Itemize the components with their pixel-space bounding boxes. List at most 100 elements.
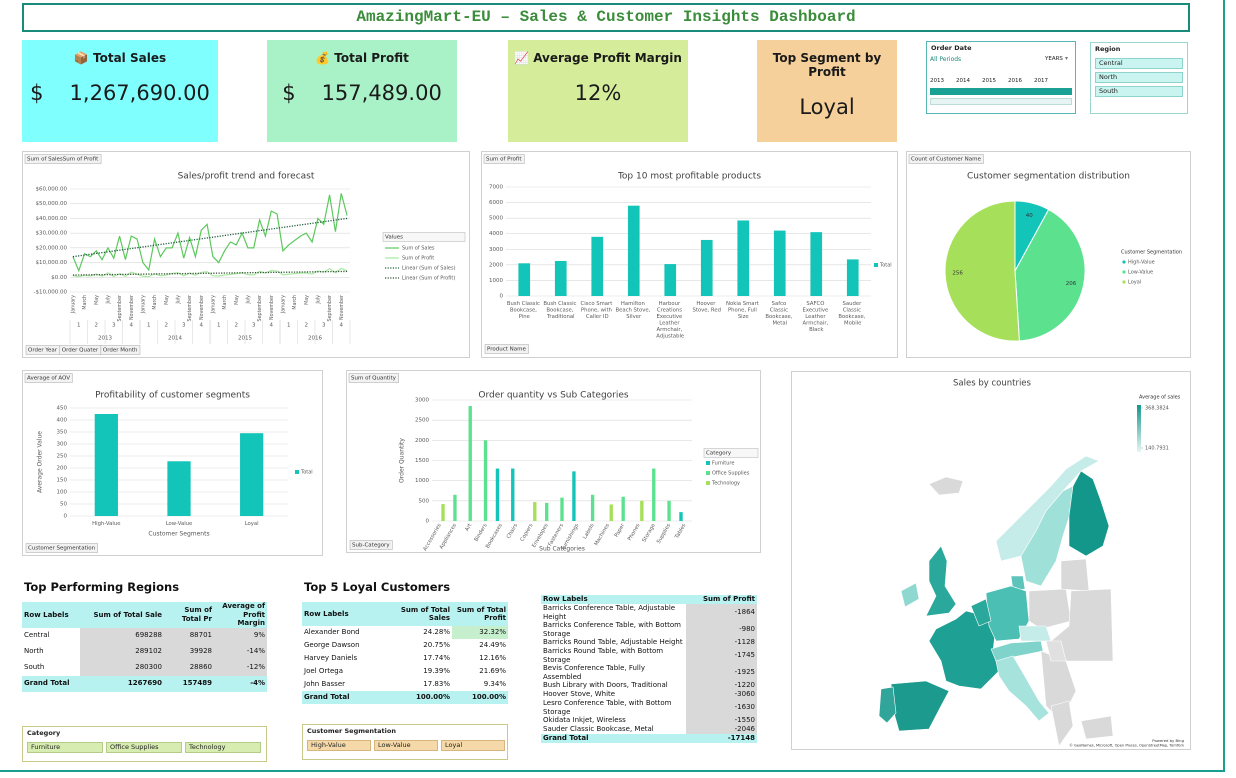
y-tick-label: 500	[419, 498, 430, 504]
table-row: Barricks Round Table, Adjustable Height -…	[541, 638, 757, 647]
country	[1080, 715, 1114, 740]
total-row: Grand Total 1267690 157489 -4%	[22, 675, 267, 692]
cell-value: -14%	[214, 643, 267, 660]
pivot-table: Row Labels Sum of Total Sale Sum of Total …	[22, 602, 267, 692]
label-line: Bush Classic	[507, 301, 542, 307]
y-tick-label: 250	[57, 454, 68, 460]
y-tick-label: 150	[57, 478, 68, 484]
y-tick-label: 7000	[489, 185, 503, 191]
field-button-frame	[348, 373, 399, 383]
year-label: 2014	[956, 78, 970, 84]
x-tick-label: May	[164, 295, 170, 305]
label-line: Loyal	[245, 521, 259, 527]
x-tick-label: Loyal	[245, 521, 259, 527]
column-header: Row Labels	[302, 602, 392, 626]
slicer-item[interactable]: Central	[1095, 58, 1183, 69]
row-label: Barricks Round Table, Adjustable Height	[543, 638, 683, 647]
cell-value: 289102	[80, 643, 164, 660]
field-button-frame	[349, 540, 393, 550]
table-row: John Basser 17.83% 9.34%	[302, 678, 508, 691]
cell-value: -980	[686, 621, 757, 638]
label-line: Leather	[805, 314, 827, 320]
country	[1045, 640, 1067, 662]
cell-value: 100.00%	[392, 691, 452, 704]
row-label: George Dawson	[304, 641, 360, 650]
cell-value: 9%	[214, 627, 267, 644]
pie-slice	[944, 200, 1020, 342]
legend-swatch	[706, 461, 710, 465]
bar	[468, 406, 472, 521]
column-header: Sum of Profit	[686, 595, 757, 604]
bar	[518, 263, 531, 296]
x-tick-label: July	[175, 295, 181, 305]
label-line: Sauder	[843, 301, 863, 307]
x-tick-label: Bush Classic Bookcase, Traditional	[543, 301, 578, 320]
quarter-label: 1	[77, 323, 81, 329]
column-header: Average of Profit Margin	[214, 602, 267, 628]
cell-value: -2046	[686, 725, 757, 734]
label-line: Metal	[772, 320, 787, 326]
y-tick-label: 6000	[489, 200, 503, 206]
slicer-level[interactable]: YEARS	[1045, 56, 1063, 62]
column-header: Row Labels	[22, 602, 80, 628]
row-label: Barricks Round Table, with Bottom Storag…	[543, 647, 664, 664]
series-line	[72, 193, 348, 273]
bar	[560, 497, 564, 521]
slicer-item[interactable]: Technology	[185, 742, 261, 753]
legend-swatch	[706, 471, 710, 475]
dropdown-arrow[interactable]: ▾	[1065, 55, 1069, 62]
label-line: Silver	[626, 314, 642, 320]
row-label: Barricks Conference Table, with Bottom S…	[543, 621, 681, 638]
segment-pie-panel: Count of Customer Name Customer segmentat…	[906, 151, 1191, 358]
legend-label: Low-Value	[1128, 270, 1153, 276]
year-label: 2016	[1008, 78, 1022, 84]
row-label: Grand Total	[22, 675, 80, 692]
legend-swatch	[295, 470, 299, 474]
slicer-item[interactable]: South	[1095, 86, 1183, 97]
legend-gradient	[1137, 405, 1141, 452]
slicer-item[interactable]: North	[1095, 72, 1183, 83]
field-button: Order Month	[103, 348, 138, 354]
bar	[773, 230, 786, 296]
legend-label: Technology	[711, 481, 740, 487]
x-tick-label: Phones	[627, 523, 642, 543]
x-axis-title: Sub Categories	[539, 546, 585, 553]
x-tick-label: September	[257, 295, 263, 322]
label-line: Classic	[843, 307, 863, 313]
kpi-value: 1,267,690.00	[69, 81, 210, 105]
slicer-item[interactable]: Furniture	[27, 742, 103, 753]
timeline-bar[interactable]	[930, 88, 1072, 95]
y-tick-label: 1000	[415, 478, 429, 484]
cell-value: 9.34%	[483, 680, 506, 689]
legend-title: Category	[706, 451, 732, 457]
legend-title: Customer Segmentation	[1121, 250, 1182, 256]
legend-title: Average of sales	[1139, 395, 1181, 401]
x-tick-label: Binders	[474, 522, 489, 542]
slicer-item[interactable]: Office Supplies	[106, 742, 182, 753]
bar	[700, 239, 713, 296]
legend-swatch	[1122, 280, 1126, 284]
order-date-slicer[interactable]: Order Date All Periods YEARS ▾ 2013 2014 2…	[926, 41, 1076, 114]
timeline-scrollbar[interactable]	[930, 98, 1072, 105]
column-header: Sum of Total Sales	[392, 602, 452, 626]
slicer-item[interactable]: Low-Value	[374, 740, 438, 751]
bar	[545, 502, 549, 521]
y-tick-label: $60,000.00	[36, 187, 68, 193]
cell-value: -4%	[214, 675, 267, 692]
y-tick-label: $40,000.00	[36, 216, 68, 222]
cell-value: -1745	[686, 647, 757, 664]
table-row: South 280300 28860 -12%	[22, 659, 267, 676]
y-tick-label: 1500	[415, 458, 429, 464]
slicer-item[interactable]: Loyal	[441, 740, 505, 751]
slicer-item[interactable]: High-Value	[307, 740, 371, 751]
table-row: George Dawson 20.75% 24.49%	[302, 639, 508, 652]
field-button: Average of AOV	[27, 376, 70, 382]
label-line: Adjustable	[656, 333, 684, 339]
kpi-value-row: Loyal	[757, 95, 897, 119]
kpi-label: 📦 Total Sales	[73, 51, 167, 65]
country-shapes	[878, 455, 1114, 747]
header-row: Row Labels Sum of Profit	[541, 595, 757, 604]
slicer-title: Region	[1095, 45, 1121, 53]
bar	[240, 433, 264, 516]
quarter-label: 1	[147, 323, 151, 329]
